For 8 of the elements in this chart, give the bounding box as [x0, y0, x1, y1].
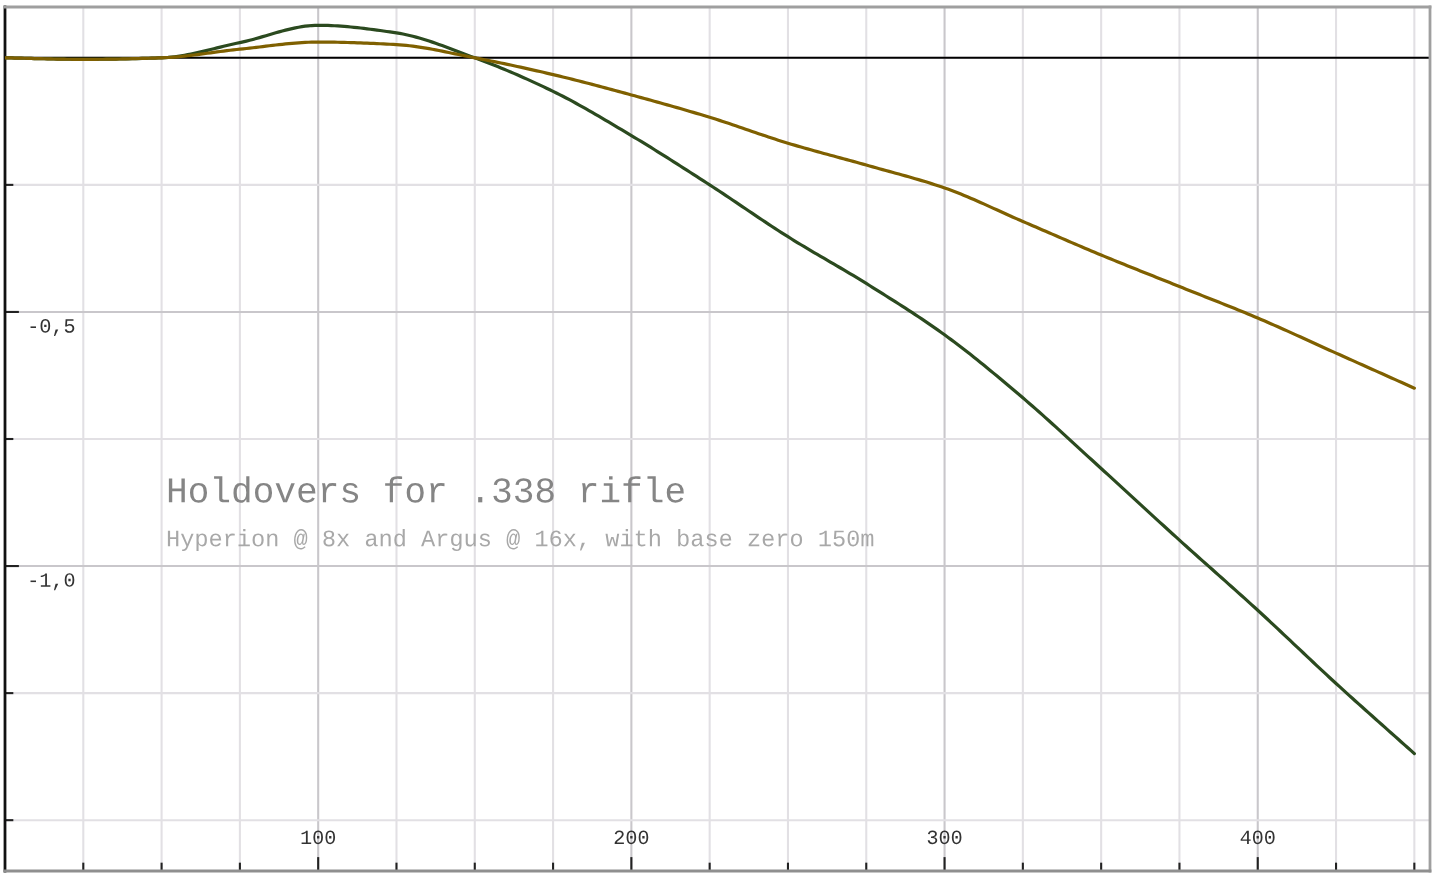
x-tick-label: 100 [301, 830, 336, 845]
x-tick-label: 400 [1240, 830, 1275, 845]
text: Hyperion @ 8x and Argus @ 16x, with base zero 150m [167, 529, 874, 552]
y-tick-label: -1,0 [30, 573, 75, 591]
x-tick-label: 300 [927, 830, 962, 845]
text: Holdovers for .338 rifle [168, 476, 684, 503]
y-tick-label: -0,5 [30, 319, 75, 337]
x-tick-label: 200 [614, 830, 649, 845]
